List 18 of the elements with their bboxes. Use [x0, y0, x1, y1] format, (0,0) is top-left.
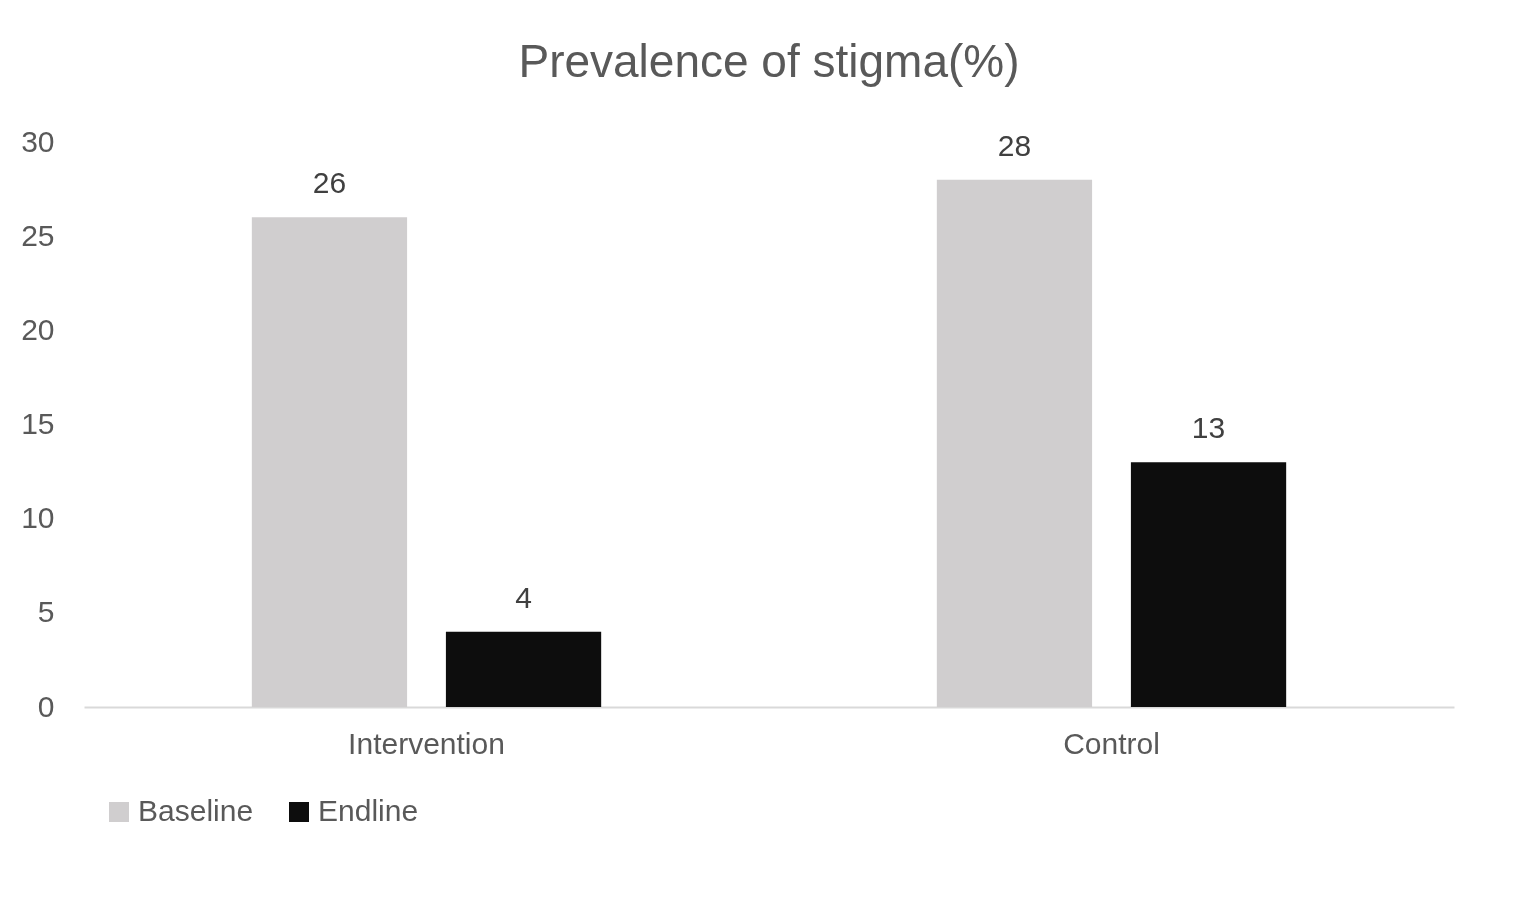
x-tick-label: Control [1063, 726, 1160, 760]
y-tick-label: 15 [21, 407, 55, 440]
y-tick-label: 10 [21, 501, 55, 535]
y-tick-label: 30 [21, 124, 55, 158]
x-tick-label: Intervention [348, 726, 505, 760]
data-label: 26 [312, 166, 347, 200]
bar [1130, 462, 1287, 707]
y-tick-label: 20 [21, 312, 55, 346]
y-tick-label: 0 [37, 689, 55, 723]
bar [445, 631, 602, 707]
y-tick-label: 25 [21, 218, 55, 252]
data-label: 4 [515, 580, 532, 614]
chart-title: Prevalence of stigma(%) [518, 35, 1020, 87]
data-label: 28 [997, 128, 1032, 162]
data-label: 13 [1191, 411, 1226, 445]
legend-label: Endline [318, 794, 419, 827]
legend-label: Baseline [138, 794, 254, 827]
y-tick-label: 5 [37, 595, 55, 629]
